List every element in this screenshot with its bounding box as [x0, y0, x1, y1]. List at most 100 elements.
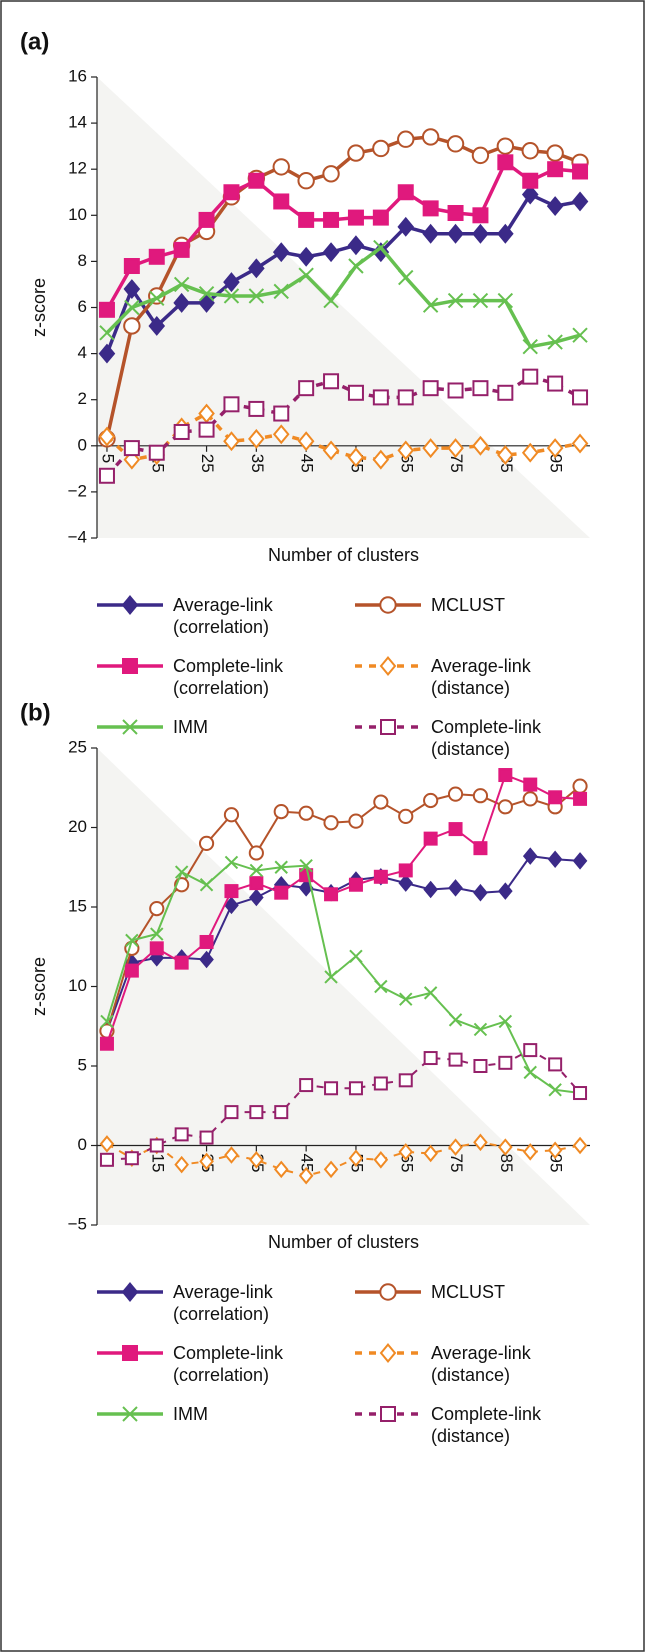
series-line — [105, 245, 581, 349]
data-point — [546, 144, 564, 162]
data-point — [223, 431, 240, 452]
data-point — [423, 1051, 438, 1066]
data-point — [199, 1152, 214, 1171]
data-point — [473, 883, 488, 902]
data-point — [299, 1078, 314, 1093]
series-line — [106, 1141, 581, 1177]
data-point — [472, 207, 489, 224]
data-point — [521, 184, 539, 205]
x-tick-label: 75 — [447, 1154, 466, 1173]
data-point — [447, 786, 464, 802]
data-point — [322, 440, 340, 461]
data-point — [572, 327, 588, 343]
x-tick-label: 15 — [148, 1154, 167, 1173]
data-point — [374, 979, 388, 994]
data-point — [473, 1022, 488, 1037]
legend-swatch — [97, 1345, 163, 1361]
data-point — [348, 877, 363, 892]
data-point — [174, 1155, 189, 1174]
data-point — [523, 777, 538, 792]
legend-marker — [122, 719, 138, 735]
legend-label: Average-link (distance) — [431, 656, 531, 698]
y-tick-label: 16 — [68, 66, 87, 85]
legend-swatch — [355, 1283, 421, 1301]
data-point — [199, 878, 214, 892]
data-point — [124, 299, 140, 316]
data-point — [471, 146, 490, 165]
data-point — [522, 338, 538, 355]
data-point — [223, 272, 240, 293]
data-point — [148, 248, 165, 265]
y-tick-label: −2 — [68, 481, 87, 500]
data-point — [572, 389, 589, 406]
legend-item: Complete-link (correlation) — [95, 1342, 323, 1386]
data-point — [298, 267, 314, 283]
legend-item: Complete-link (correlation) — [95, 655, 323, 699]
legend-swatch — [355, 1343, 421, 1363]
x-tick-label: 35 — [248, 454, 267, 473]
legend-marker — [380, 719, 396, 735]
data-point — [423, 1144, 438, 1163]
legend-item: Average-link (distance) — [353, 1342, 581, 1386]
data-point — [249, 863, 264, 878]
data-point — [98, 467, 115, 484]
data-point — [498, 882, 513, 900]
data-point — [297, 172, 315, 190]
data-point — [448, 1013, 463, 1027]
data-point — [322, 165, 340, 183]
data-point — [348, 1081, 363, 1096]
data-point — [422, 380, 439, 397]
data-point — [347, 144, 365, 162]
data-point — [523, 1043, 538, 1058]
data-point — [174, 865, 189, 879]
data-point — [248, 258, 265, 279]
legend-item: Average-link (correlation) — [95, 1281, 323, 1325]
legend-item: Complete-link (distance) — [353, 1403, 581, 1447]
data-point — [398, 874, 414, 892]
data-point — [199, 934, 214, 949]
data-point — [522, 172, 539, 189]
data-point — [571, 433, 589, 454]
y-axis-title: z-score — [29, 278, 49, 337]
data-point — [198, 211, 215, 228]
data-point — [348, 1149, 364, 1167]
data-point — [199, 950, 214, 969]
data-point — [199, 1130, 214, 1145]
data-point — [98, 343, 116, 364]
background-shade — [97, 748, 590, 1225]
data-point — [224, 1146, 239, 1164]
legend-label: IMM — [173, 717, 208, 737]
data-point — [423, 986, 438, 1000]
data-point — [324, 887, 339, 902]
data-point — [98, 426, 116, 447]
data-point — [274, 1105, 289, 1120]
data-point — [173, 292, 190, 313]
data-point — [473, 841, 488, 856]
data-point — [273, 405, 290, 422]
data-point — [149, 1138, 164, 1153]
x-tick-label: 45 — [298, 454, 317, 473]
data-point — [99, 1135, 115, 1153]
data-point — [423, 831, 438, 846]
data-point — [472, 788, 489, 804]
data-point — [398, 808, 414, 824]
data-point — [173, 241, 190, 258]
data-point — [397, 216, 415, 237]
data-point — [522, 847, 538, 865]
panel-label: (a) — [20, 28, 49, 55]
y-tick-label: −4 — [68, 527, 87, 546]
x-tick-label: 65 — [397, 1154, 416, 1173]
data-point — [521, 142, 539, 160]
data-point — [323, 211, 340, 228]
data-point — [398, 269, 414, 286]
y-tick-label: 5 — [78, 1055, 87, 1074]
y-tick-label: 15 — [68, 896, 87, 915]
data-point — [348, 258, 364, 274]
y-tick-label: 0 — [78, 1135, 87, 1154]
data-point — [521, 442, 539, 463]
data-point — [398, 863, 413, 878]
data-point — [274, 860, 288, 874]
data-point — [372, 139, 390, 158]
data-point — [347, 235, 365, 256]
y-tick-label: 4 — [78, 343, 87, 362]
